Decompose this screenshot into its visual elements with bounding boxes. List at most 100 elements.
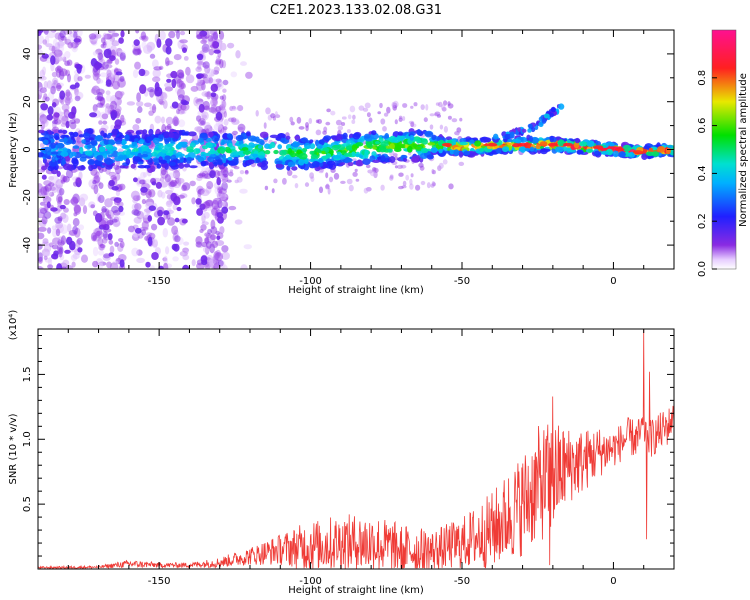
spectrogram-cell [219,59,224,69]
spectrogram-cell [200,189,210,197]
spectrogram-cell [290,152,297,158]
spectrogram-cell [150,177,157,185]
spectrogram-cell [147,87,155,93]
spectrogram-cell [65,169,74,179]
snr-panel: -150 -100 -50 0 0.5 1.0 1.5 Height of straight… [8,310,675,596]
spectrogram-cell [162,99,168,109]
spectrogram-cell [434,112,438,117]
spectrogram-panel: -150 -100 -50 0 -40 -20 0 20 40 Height of straig… [8,29,675,296]
spectrogram-cell [409,178,413,186]
spectrogram-cell [326,160,336,166]
spectrogram-cell [380,184,385,191]
spectrogram-cell [201,167,210,172]
spectrogram-cell [140,31,147,40]
snr-y-tick-label: 1.0 [22,431,33,447]
spectrogram-cell [172,204,178,211]
spectrogram-cell [104,198,113,208]
spectrogram-cell [217,260,224,267]
spectrogram-cell [115,190,120,197]
spectrogram-cell [158,144,165,149]
spectrogram-cell [65,89,71,97]
spectrogram-cell [574,137,581,144]
spectrogram-cell [364,133,371,139]
spectrogram-cell [141,229,147,236]
spectrogram-cell [415,146,422,150]
spectrogram-cell [212,156,221,160]
spectrogram-cell [245,131,251,136]
spectrogram-cell [264,185,269,191]
spectrogram-cell [213,49,221,54]
spectrogram-cell [99,72,107,78]
spectrogram-cell [355,153,360,158]
spectrogram-cell [38,160,43,168]
spectrogram-cell [120,114,125,123]
spectrogram-cell [163,255,168,266]
spectrogram-cell [362,158,371,166]
spectrogram-cell [157,209,164,217]
spectrogram-cell [222,79,229,86]
spectrogram-y-tick-label: -20 [22,189,33,205]
spectrogram-cell [391,101,396,108]
spectrogram-cell [39,142,45,148]
spectrogram-cell [181,132,189,136]
spectrogram-cell [100,130,105,137]
spectrogram-cell [42,238,49,245]
spectrogram-cell [351,119,356,125]
spectrogram-cell [130,163,136,169]
spectrogram-cell [573,141,580,149]
spectrogram-cell [40,103,49,111]
spectrogram-cell [426,154,434,160]
spectrogram-cell [593,145,604,149]
spectrogram-cell [148,205,156,211]
spectrogram-cell [207,35,214,42]
spectrogram-cell [164,82,172,88]
spectrogram-cell [200,120,205,125]
spectrogram-cell [71,151,77,157]
spectrogram-cell [106,39,114,49]
spectrogram-cell [216,212,224,218]
spectrogram-cell [146,136,153,142]
spectrogram-cell [280,137,285,143]
spectrogram-cell [237,126,244,130]
spectrogram-cell [368,117,373,123]
spectrogram-cell [64,249,71,254]
spectrogram-cell [46,80,53,89]
spectrogram-cell [72,159,79,167]
spectrogram-cell [198,103,205,113]
spectrogram-cell [528,135,534,143]
spectrogram-cell [124,134,130,142]
spectrogram-cell [394,119,398,125]
spectrogram-cell [59,30,66,39]
spectrogram-cell [402,103,408,108]
spectrogram-x-tick-label: -100 [299,276,322,287]
spectrogram-cell [558,103,565,110]
spectrogram-cell [323,135,332,142]
spectrogram-cell [43,251,51,257]
spectrogram-cell [52,119,59,125]
spectrogram-cell [651,151,659,157]
spectrogram-cell [77,247,83,253]
spectrogram-cell [165,46,172,55]
spectrogram-cell [222,94,227,102]
snr-x-tick-label: -150 [148,576,171,587]
spectrogram-cell [219,95,224,100]
spectrogram-cell [429,124,434,130]
spectrogram-cell [69,84,77,90]
spectrogram-cell [309,172,314,179]
spectrogram-cell [375,141,380,145]
spectrogram-cell [244,170,249,175]
spectrogram-cell [527,123,533,129]
spectrogram-cell [71,113,76,120]
spectrogram-cell [132,194,141,201]
spectrogram-cell [119,91,125,96]
spectrogram-cell [459,117,463,122]
spectrogram-cell [410,121,415,128]
spectrogram-cell [273,149,279,155]
spectrogram-cell [227,42,235,49]
spectrogram-cell [347,114,352,120]
spectrogram-cell [113,164,120,170]
spectrogram-cell [38,44,43,50]
spectrogram-cell [58,115,65,121]
spectrogram-cell [294,183,299,189]
spectrogram-cell [126,153,134,158]
